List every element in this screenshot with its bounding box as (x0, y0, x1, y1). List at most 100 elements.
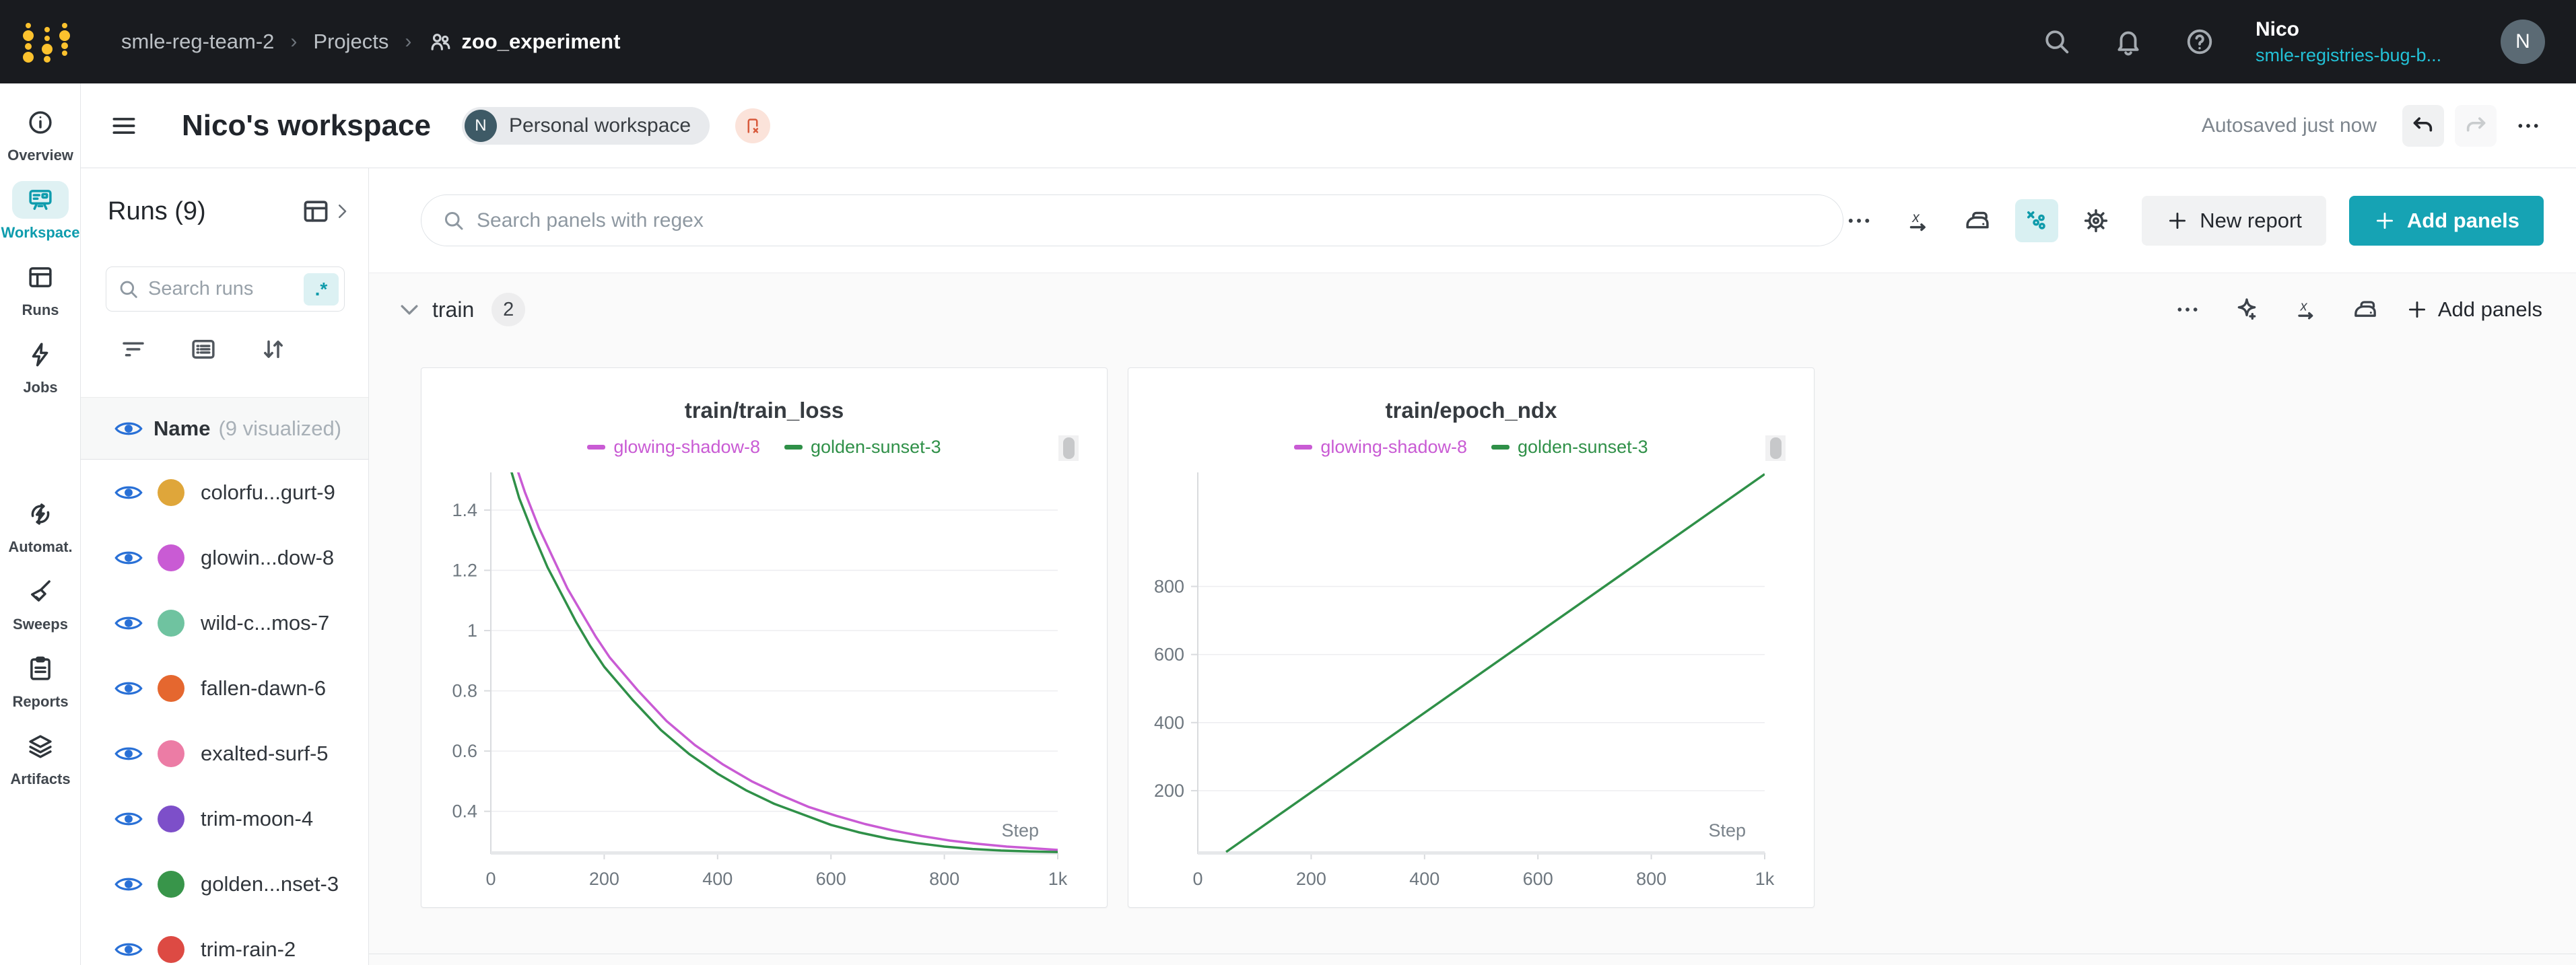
overflow-menu-button[interactable] (2507, 105, 2549, 147)
table-icon (301, 196, 331, 226)
eye-visibility-icon[interactable] (114, 939, 143, 960)
run-name[interactable]: glowin...dow-8 (201, 545, 335, 569)
eye-visibility-icon[interactable] (114, 873, 143, 895)
user-menu[interactable]: Nico smle-registries-bug-b... (2256, 18, 2478, 66)
run-name[interactable]: trim-moon-4 (201, 806, 314, 830)
svg-text:400: 400 (702, 869, 733, 889)
chart-panel[interactable]: 0.4 0.6 0.8 1 1.2 1.4 0 200 400 600 800 1k Step train… (421, 367, 1108, 908)
panel-drag-handle[interactable] (1062, 437, 1075, 459)
chart-plot[interactable]: 0.4 0.6 0.8 1 1.2 1.4 0 200 400 600 800 1k Step (421, 368, 1107, 907)
breadcrumb-team[interactable]: smle-reg-team-2 (121, 30, 275, 53)
add-panels-button[interactable]: Add panels (2348, 195, 2544, 246)
breadcrumb-projects[interactable]: Projects (313, 30, 389, 53)
panels-overflow-menu-button[interactable] (1837, 199, 1880, 242)
run-row[interactable]: fallen-dawn-6 (81, 655, 368, 721)
chevron-down-icon[interactable] (396, 296, 423, 323)
sidebar-item-reports[interactable]: Reports (0, 650, 81, 727)
run-name[interactable]: exalted-surf-5 (201, 741, 329, 765)
chart-panel[interactable]: 200 400 600 800 0 200 400 600 800 1k Step train/epo… (1128, 367, 1815, 908)
eye-visibility-icon[interactable] (114, 612, 143, 634)
x-axis-settings-button[interactable]: x (1897, 199, 1940, 242)
user-org-link[interactable]: smle-registries-bug-b... (2256, 44, 2442, 65)
sidebar-item-runs[interactable]: Runs (0, 258, 81, 336)
sparkle-icon[interactable] (2228, 291, 2266, 328)
section-add-panels-button[interactable]: Add panels (2406, 297, 2542, 322)
breadcrumb-separator: › (405, 30, 412, 52)
sidebar-item-automations[interactable]: Automat. (0, 495, 81, 573)
outliers-settings-button[interactable] (2015, 199, 2059, 242)
runs-list-header[interactable]: Name (9 visualized) (81, 397, 368, 460)
breadcrumb-project[interactable]: zoo_experiment (428, 29, 620, 55)
run-name[interactable]: colorfu...gurt-9 (201, 480, 335, 504)
runs-header-annotation: (9 visualized) (218, 416, 342, 440)
chart-legend: glowing-shadow-8 golden-sunset-3 (1128, 437, 1814, 458)
group-list-icon[interactable] (189, 335, 217, 363)
sidebar-item-artifacts[interactable]: Artifacts (0, 727, 81, 805)
redo-button[interactable] (2455, 105, 2497, 147)
run-name[interactable]: wild-c...mos-7 (201, 610, 330, 635)
sidebar-item-overview[interactable]: Overview (0, 104, 81, 181)
new-report-button[interactable]: New report (2142, 195, 2326, 246)
wandb-logo-icon[interactable] (19, 16, 74, 67)
legend-item[interactable]: golden-sunset-3 (784, 437, 941, 458)
run-name[interactable]: fallen-dawn-6 (201, 676, 327, 700)
section-name[interactable]: train (432, 297, 475, 322)
legend-line-swatch (1294, 445, 1313, 450)
legend-item[interactable]: glowing-shadow-8 (1294, 437, 1467, 458)
breadcrumb-separator: › (290, 30, 298, 52)
sidebar-item-sweeps[interactable]: Sweeps (0, 573, 81, 650)
svg-text:800: 800 (1154, 576, 1184, 596)
hamburger-menu-icon[interactable] (109, 111, 139, 141)
chart-plot[interactable]: 200 400 600 800 0 200 400 600 800 1k Step (1128, 368, 1814, 907)
workspace-settings-button[interactable] (2074, 199, 2117, 242)
help-icon[interactable] (2184, 26, 2215, 57)
charts-row: 0.4 0.6 0.8 1 1.2 1.4 0 200 400 600 800 1k Step train… (421, 367, 1815, 908)
run-row[interactable]: trim-moon-4 (81, 786, 368, 851)
unsaved-view-icon[interactable] (735, 108, 771, 143)
avatar[interactable]: N (2501, 20, 2545, 64)
section-smoothing-button[interactable] (2346, 291, 2384, 328)
run-row[interactable]: wild-c...mos-7 (81, 590, 368, 655)
breadcrumb: smle-reg-team-2 › Projects › zoo_experim… (121, 0, 620, 83)
section-x-axis-button[interactable]: x (2287, 291, 2325, 328)
workspace-badge[interactable]: N Personal workspace (461, 107, 710, 145)
run-row[interactable]: glowin...dow-8 (81, 525, 368, 590)
run-name[interactable]: golden...nset-3 (201, 871, 339, 896)
svg-text:1.4: 1.4 (452, 500, 477, 520)
legend-run-name: glowing-shadow-8 (613, 437, 760, 457)
section-overflow-menu-button[interactable] (2169, 291, 2206, 328)
legend-run-name: golden-sunset-3 (810, 437, 941, 457)
svg-text:1.2: 1.2 (452, 561, 477, 581)
expand-runs-table-button[interactable] (301, 196, 352, 226)
eye-visibility-icon[interactable] (114, 743, 143, 764)
eye-visibility-icon[interactable] (114, 482, 143, 503)
run-row[interactable]: exalted-surf-5 (81, 721, 368, 786)
run-name[interactable]: trim-rain-2 (201, 937, 296, 961)
runs-header-name: Name (154, 416, 211, 440)
search-icon[interactable] (2041, 26, 2072, 57)
run-row[interactable]: golden...nset-3 (81, 851, 368, 917)
bell-icon[interactable] (2113, 26, 2144, 57)
smoothing-settings-button[interactable] (1956, 199, 1999, 242)
undo-button[interactable] (2402, 105, 2444, 147)
eye-visibility-icon[interactable] (114, 808, 143, 830)
sort-icon[interactable] (259, 335, 287, 363)
filter-icon[interactable] (119, 335, 147, 363)
panel-handle-strip (1765, 435, 1786, 461)
legend-item[interactable]: glowing-shadow-8 (587, 437, 760, 458)
runs-search-input[interactable] (148, 278, 304, 300)
sidebar-item-label: Artifacts (10, 771, 71, 787)
eye-visibility-icon[interactable] (114, 547, 143, 569)
run-row[interactable]: colorfu...gurt-9 (81, 460, 368, 525)
panel-drag-handle[interactable] (1769, 437, 1782, 459)
panel-search-input[interactable] (477, 209, 1823, 232)
eye-visibility-icon[interactable] (114, 678, 143, 699)
sidebar-item-workspace[interactable]: Workspace (0, 181, 81, 258)
sidebar-item-jobs[interactable]: Jobs (0, 336, 81, 413)
regex-toggle-button[interactable]: .* (304, 273, 339, 306)
eye-visibility-icon[interactable] (114, 418, 143, 439)
info-icon (26, 108, 55, 137)
run-row[interactable]: trim-rain-2 (81, 917, 368, 965)
legend-item[interactable]: golden-sunset-3 (1491, 437, 1648, 458)
train-section: train 2 x Add panels 0.4 0.6 0.8 1 1.2 1.4 0 20… (369, 273, 2576, 954)
